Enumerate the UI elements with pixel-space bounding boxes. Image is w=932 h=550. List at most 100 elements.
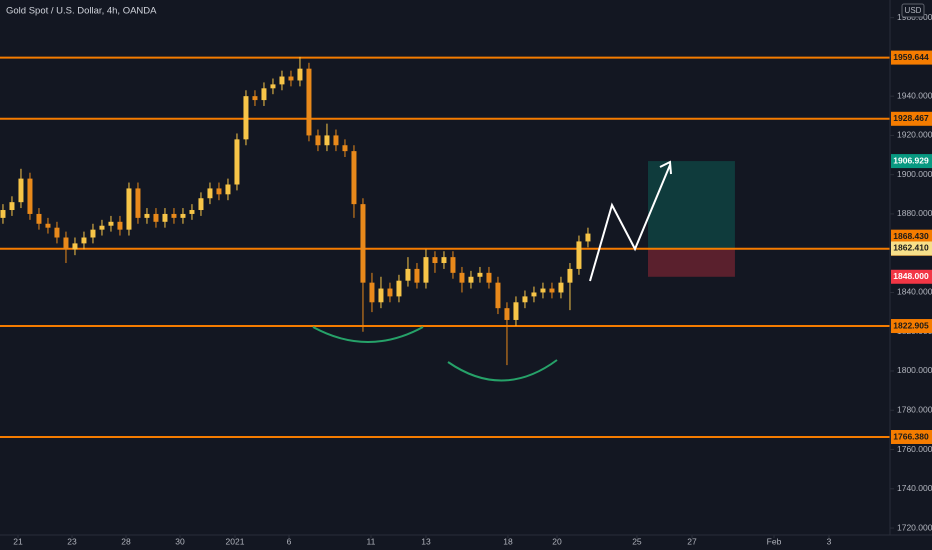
y-tick-label: 1900.000 (897, 169, 932, 179)
y-tick-label: 1780.000 (897, 405, 932, 415)
x-tick-label: 13 (421, 536, 431, 546)
candle-body (99, 225, 105, 230)
y-tick-label: 1740.000 (897, 483, 932, 493)
candle-body (171, 213, 177, 218)
candle-body (549, 288, 555, 293)
candle-body (531, 292, 537, 297)
candle-body (585, 233, 591, 242)
candle-body (252, 96, 258, 101)
plot-area (0, 56, 890, 439)
candle-body (261, 88, 267, 101)
y-tick-label: 1920.000 (897, 130, 932, 140)
loss-zone (647, 248, 735, 277)
candle-body (495, 282, 501, 309)
candle-body (468, 276, 474, 283)
level-label-bg (891, 319, 932, 334)
x-tick-label: 2021 (226, 536, 245, 546)
candle-body (306, 68, 312, 136)
candle-body (63, 237, 69, 250)
currency-badge (901, 3, 925, 18)
candle-body (414, 268, 420, 283)
candle-body (243, 96, 249, 140)
candle-body (270, 84, 276, 89)
candle-body (441, 257, 447, 264)
target-label: 1906.929 (893, 155, 929, 165)
candle-body (279, 76, 285, 85)
candle-body (297, 68, 303, 81)
level-label-bg (891, 430, 932, 445)
candle-body (225, 184, 231, 195)
pattern-curve (312, 326, 424, 343)
pattern-curve (447, 359, 558, 382)
price-label: 1868.430 (893, 231, 929, 241)
stop-label-bg (891, 269, 932, 284)
candle-body (207, 188, 213, 199)
candle-body (153, 213, 159, 222)
level-label: 1928.467 (893, 113, 929, 123)
candle-body (189, 210, 195, 214)
candle-body (180, 213, 186, 218)
x-tick-label: 18 (503, 536, 513, 546)
candle-body (513, 302, 519, 320)
price-label: 1862.410 (893, 243, 929, 253)
candle-body (234, 139, 240, 185)
candle-body (126, 188, 132, 230)
x-tick-label: 21 (13, 536, 23, 546)
candle-body (135, 188, 141, 218)
candle-body (144, 213, 150, 218)
x-tick-label: 11 (367, 536, 376, 546)
candle-body (405, 268, 411, 281)
candle-body (432, 257, 438, 264)
level-label: 1822.905 (893, 320, 929, 330)
candle-body (522, 296, 528, 303)
candle-body (162, 213, 168, 222)
candle-body (504, 308, 510, 320)
candle-body (288, 76, 294, 81)
candle-body (360, 204, 366, 283)
candle-body (108, 221, 114, 226)
candle-body (423, 257, 429, 283)
x-tick-label: 20 (552, 536, 562, 546)
y-tick-label: 1760.000 (897, 444, 932, 454)
price-label-bg (891, 229, 932, 244)
candle-body (81, 237, 87, 244)
candle-body (72, 243, 78, 250)
candle-body (540, 288, 546, 293)
projection-arrow (589, 160, 672, 282)
y-tick-label: 1940.000 (897, 90, 932, 100)
candle-body (576, 241, 582, 269)
chart-title: Gold Spot / U.S. Dollar, 4h, OANDA (6, 6, 157, 17)
x-tick-label: 25 (632, 536, 642, 546)
candle-body (117, 221, 123, 230)
candle-body (351, 151, 357, 205)
candle-body (369, 282, 375, 303)
level-label: 1766.380 (893, 431, 929, 441)
level-label: 1959.644 (893, 52, 929, 62)
candle-body (324, 135, 330, 146)
profit-zone (647, 161, 735, 249)
candle-body (450, 257, 456, 273)
candle-body (315, 135, 321, 146)
candle-body (18, 178, 24, 203)
y-tick-label: 1840.000 (897, 287, 932, 297)
x-tick-label: 27 (687, 536, 697, 546)
y-tick-label: 1880.000 (897, 208, 932, 218)
level-label-bg (891, 50, 932, 65)
candle-body (54, 227, 60, 238)
candle-body (396, 280, 402, 297)
candle-body (378, 288, 384, 303)
stop-label: 1848.000 (893, 271, 929, 281)
candle-body (387, 288, 393, 297)
y-tick-label: 1800.000 (897, 365, 932, 375)
candle-body (459, 272, 465, 283)
x-tick-label: 30 (175, 536, 185, 546)
candle-body (558, 282, 564, 293)
candle-body (198, 198, 204, 211)
x-tick-label: 3 (827, 536, 832, 546)
currency: USD (905, 6, 922, 15)
candle-body (0, 210, 6, 218)
target-label-bg (891, 154, 932, 169)
candle-body (342, 145, 348, 152)
